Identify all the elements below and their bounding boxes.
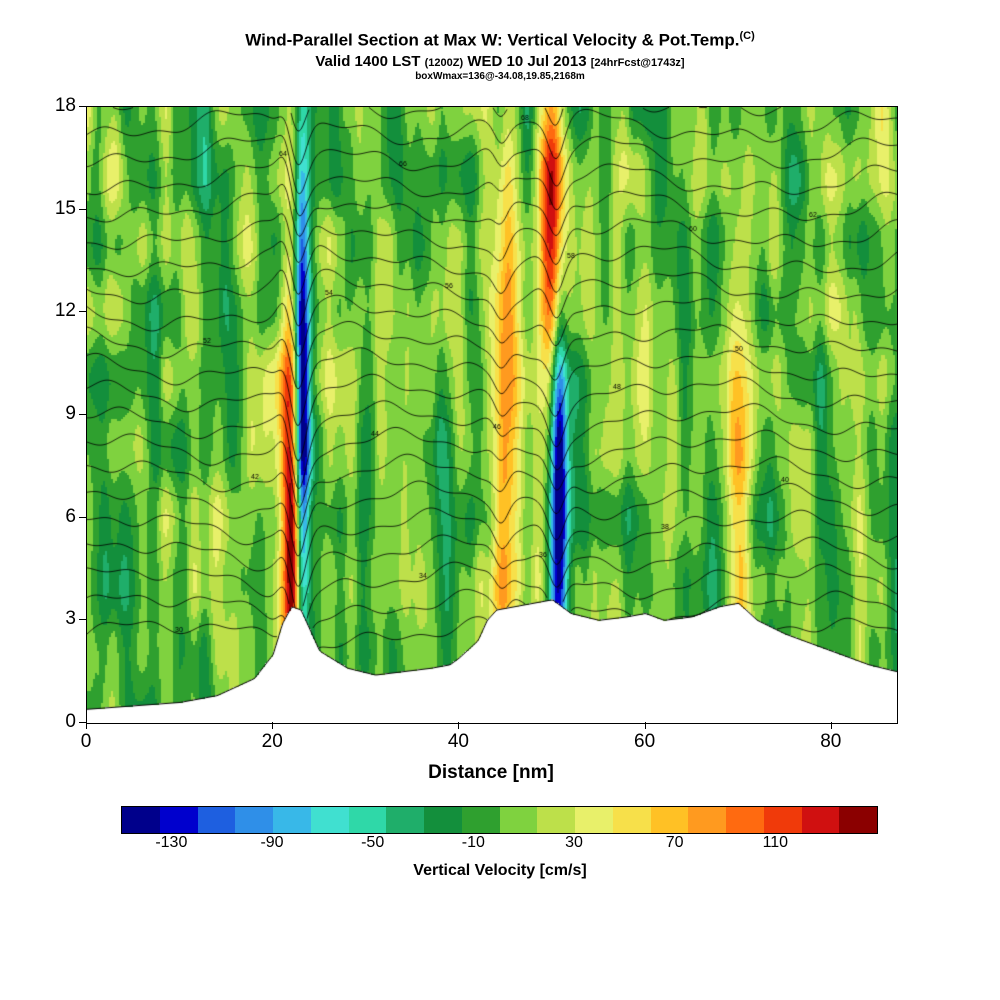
y-tick-mark (79, 722, 86, 723)
title-block: Wind-Parallel Section at Max W: Vertical… (0, 30, 1000, 82)
colorbar-tick-label: -50 (361, 834, 385, 851)
colorbar-swatch (499, 807, 538, 833)
colorbar-swatch (461, 807, 500, 833)
x-tick-label: 80 (820, 731, 842, 752)
y-tick-mark (79, 414, 86, 415)
x-tick-mark (830, 722, 832, 729)
y-tick-label: 3 (65, 608, 76, 630)
x-tick-mark (644, 722, 646, 729)
y-tick-mark (79, 619, 86, 621)
colorbar-swatch (424, 807, 462, 833)
colorbar-tick-label: 110 (762, 834, 789, 851)
chart-title-superscript: (C) (739, 30, 755, 42)
y-tick-label: 6 (65, 505, 76, 527)
chart-subtitle: Valid 1400 LST (1200Z) WED 10 Jul 2013 [… (0, 53, 1000, 70)
colorbar-ticklabels: -130 -90 -50 -10 30 70 110 (121, 834, 876, 854)
colorbar-swatch (197, 807, 236, 833)
x-tick-label: 40 (447, 731, 469, 752)
colorbar-swatch (235, 807, 273, 833)
colorbar-tick-label: -10 (461, 834, 485, 851)
y-tick-label: 0 (65, 711, 76, 732)
colorbar-swatch (310, 807, 349, 833)
colorbar-swatch (159, 807, 198, 833)
vertical-velocity-field (87, 107, 897, 723)
colorbar-swatch (612, 807, 651, 833)
y-tick-label: 9 (65, 403, 76, 424)
colorbar-swatch (348, 807, 387, 833)
colorbar-swatch (122, 807, 160, 833)
colorbar-title: Vertical Velocity [cm/s] (413, 862, 587, 879)
colorbar-tick-label: 70 (665, 834, 684, 851)
chart-title: Wind-Parallel Section at Max W: Vertical… (0, 30, 1000, 51)
y-tick-mark (79, 311, 86, 313)
subtitle-date: WED 10 Jul 2013 (467, 52, 587, 70)
y-tick-label: 12 (54, 300, 76, 322)
x-axis-label: Distance [nm] (428, 762, 554, 783)
colorbar-tick-label: 30 (565, 834, 583, 851)
chart-title-text: Wind-Parallel Section at Max W: Vertical… (245, 30, 740, 50)
y-tick-mark (79, 106, 86, 107)
y-tick-label: 18 (54, 95, 76, 116)
x-tick-mark (458, 722, 460, 729)
colorbar-swatch (688, 807, 726, 833)
subtitle-utc-time: (1200Z) (424, 56, 464, 69)
subtitle-valid-time: Valid 1400 LST (315, 52, 421, 70)
x-tick-label: 20 (261, 731, 283, 752)
colorbar-swatch (575, 807, 613, 833)
x-tick-mark (86, 722, 87, 729)
colorbar-swatch (763, 807, 802, 833)
colorbar (121, 806, 878, 834)
y-tick-mark (79, 208, 86, 210)
x-tick-label: 60 (634, 731, 656, 752)
y-tick-label: 15 (54, 197, 76, 219)
colorbar-swatch (726, 807, 764, 833)
subtitle-forecast-info: [24hrFcst@1743z] (590, 56, 685, 69)
colorbar-tick-label: -130 (155, 834, 188, 851)
colorbar-swatch (537, 807, 575, 833)
colorbar-swatch (839, 807, 877, 833)
x-tick-label: 0 (80, 731, 92, 752)
colorbar-swatch (650, 807, 689, 833)
colorbar-tick-label: -90 (260, 834, 284, 851)
colorbar-swatch (386, 807, 424, 833)
chart-annotation-max: boxWmax=136@-34.08,19.85,2168m (415, 70, 585, 82)
plot-area (86, 106, 898, 724)
x-tick-mark (272, 722, 274, 729)
colorbar-swatch (273, 807, 311, 833)
y-tick-mark (79, 516, 86, 518)
colorbar-swatch (801, 807, 840, 833)
